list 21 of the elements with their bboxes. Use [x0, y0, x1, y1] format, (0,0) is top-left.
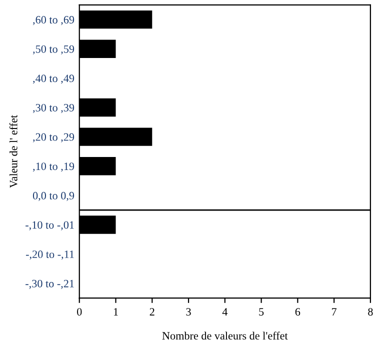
- x-tick-label: 3: [186, 308, 191, 316]
- x-tick-label: 2: [150, 308, 154, 316]
- y-tick-label: ,60 to ,69: [32, 16, 74, 26]
- y-tick-label: ,30 to ,39: [32, 104, 74, 114]
- x-tick-label: 5: [259, 308, 264, 316]
- y-tick-label: ,50 to ,59: [32, 45, 74, 54]
- x-axis-title: Nombre de valeurs de l'effet: [162, 332, 288, 340]
- y-tick-label: ,40 to ,49: [32, 74, 74, 84]
- x-tick-label: 0: [77, 308, 82, 316]
- y-tick-label: ,20 to ,29: [32, 133, 74, 142]
- y-tick-label: -,10 to -,01: [26, 221, 74, 230]
- x-tick-label: 4: [222, 308, 228, 316]
- y-tick-label: -,30 to -,21: [26, 280, 74, 289]
- x-tick-label: 6: [295, 308, 300, 316]
- y-axis-title: Valeur de l' effet: [9, 115, 18, 188]
- x-tick-label: 7: [332, 308, 337, 316]
- x-tick-label: 8: [368, 308, 373, 316]
- y-tick-label: -,20 to -,11: [26, 250, 74, 260]
- x-tick-label: 1: [114, 308, 118, 316]
- y-tick-label: ,10 to ,19: [32, 162, 74, 172]
- y-tick-label: 0,0 to 0,9: [32, 192, 74, 202]
